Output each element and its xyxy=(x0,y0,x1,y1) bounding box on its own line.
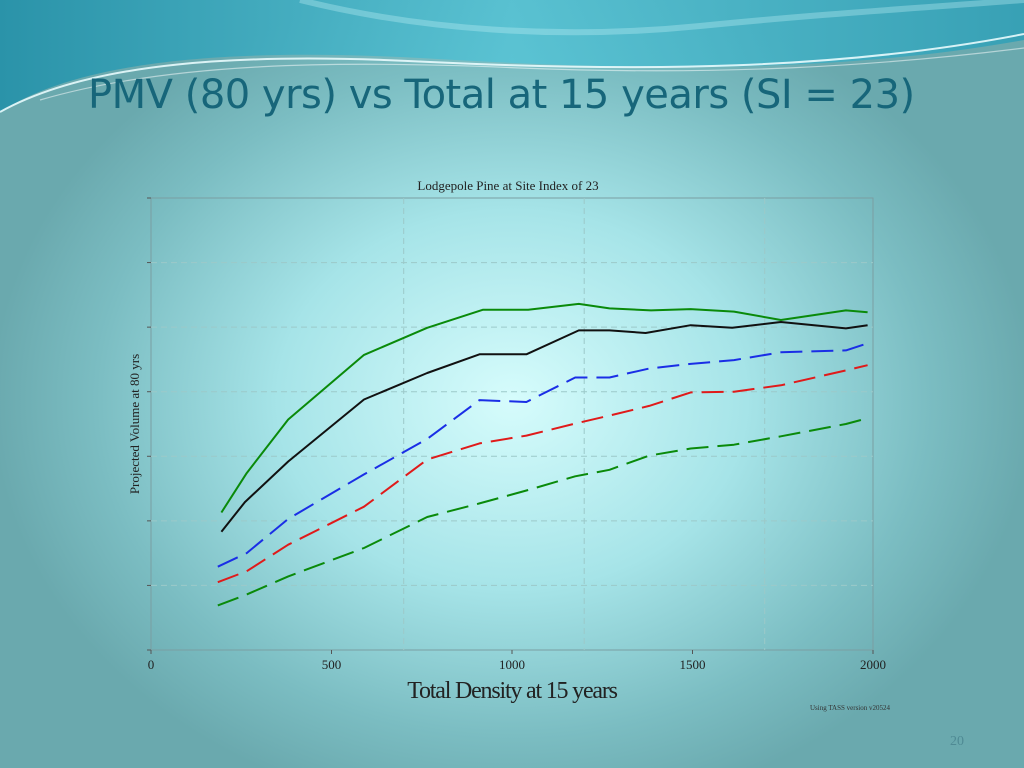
series-group xyxy=(217,302,868,607)
x-tick-label-2: 1000 xyxy=(499,657,525,672)
x-axis-ticks: 0 500 1000 1500 2000 xyxy=(148,650,886,672)
grid-lines xyxy=(151,198,873,650)
series-line-black-solid xyxy=(220,321,868,533)
x-tick-label-4: 2000 xyxy=(860,657,886,672)
x-axis-label: Total Density at 15 years xyxy=(407,678,617,704)
y-axis-label: Projected Volume at 80 yrs xyxy=(127,354,142,494)
series-line-blue-dashed xyxy=(217,342,868,568)
chart-title: Lodgepole Pine at Site Index of 23 xyxy=(417,178,598,193)
x-tick-label-3: 1500 xyxy=(680,657,706,672)
y-axis-ticks xyxy=(147,197,151,651)
series-line-red-dashed xyxy=(217,364,868,584)
slide-title: PMV (80 yrs) vs Total at 15 years (SI = … xyxy=(88,72,915,118)
x-tick-label-1: 500 xyxy=(322,657,342,672)
page-number: 20 xyxy=(950,734,964,749)
chart-footnote: Using TASS version v20524 xyxy=(810,704,891,712)
series-line-green-solid xyxy=(220,302,868,514)
x-tick-label-0: 0 xyxy=(148,657,155,672)
series-line-green-dashed xyxy=(217,417,868,607)
header-swoosh-decoration xyxy=(0,0,1024,113)
